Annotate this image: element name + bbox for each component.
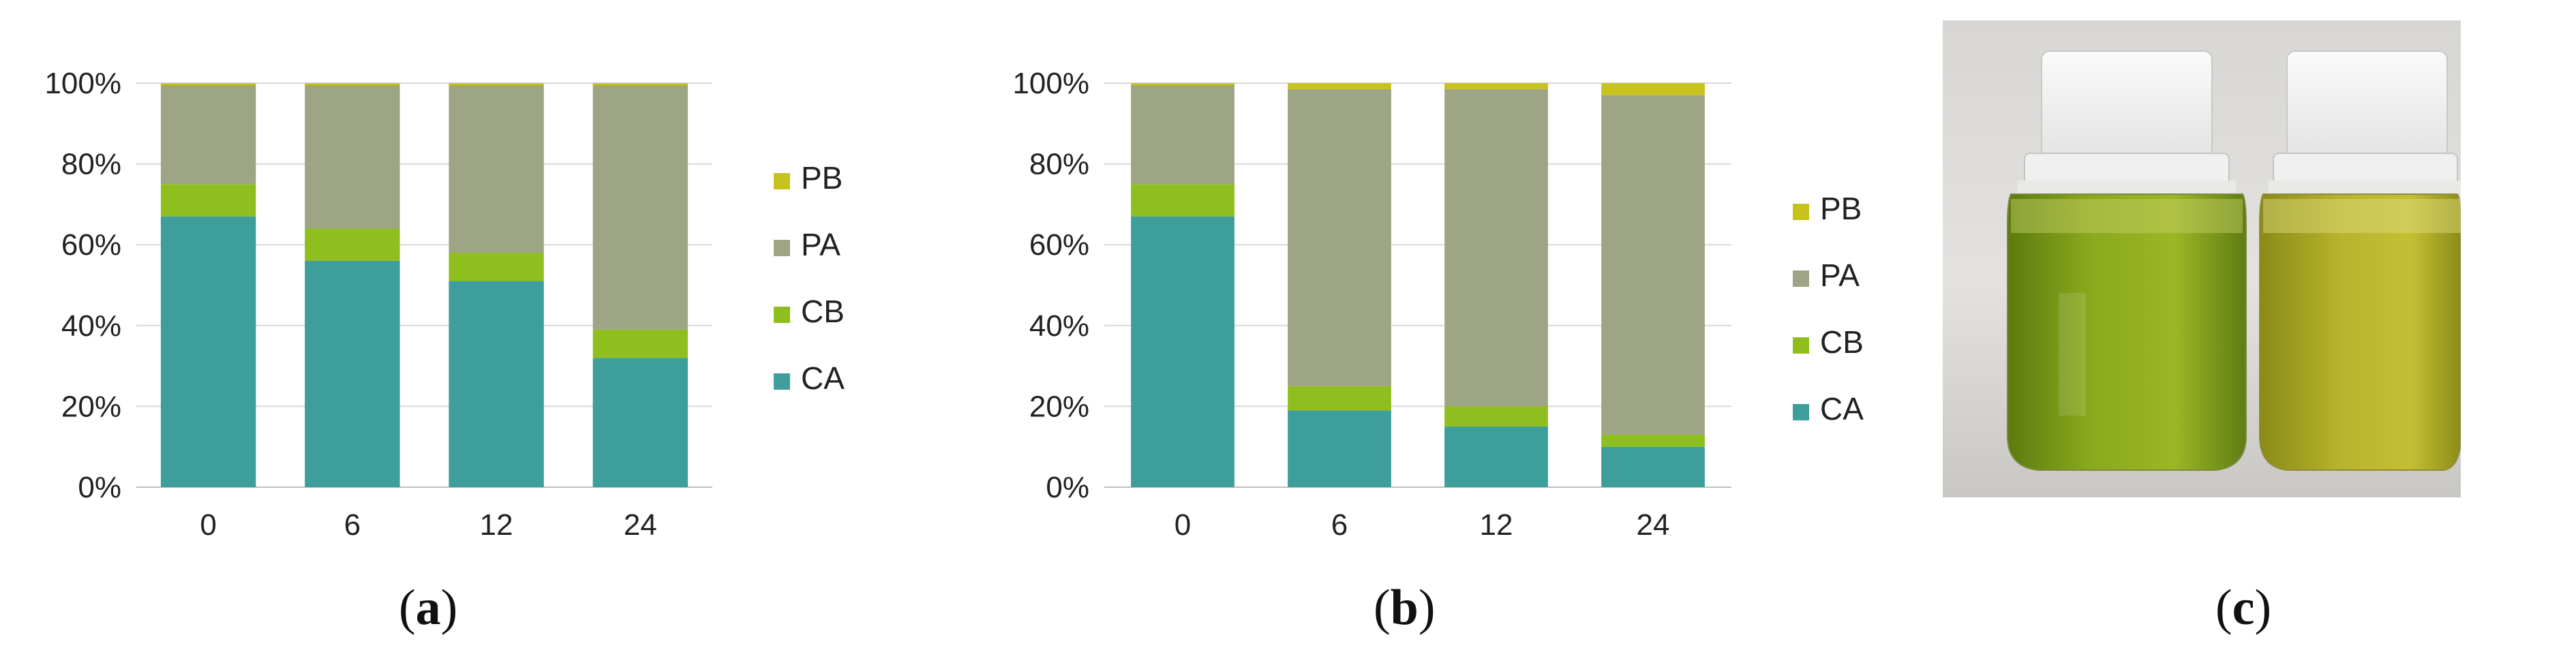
legend-swatch-b-CB (1793, 337, 1809, 354)
bar-segment-a-PA-0 (160, 84, 256, 185)
caption-c: (c) (2215, 580, 2272, 636)
ytick-label-b-5: 100% (1012, 67, 1089, 100)
ytick-label-a-2: 40% (61, 309, 121, 343)
bar-segment-a-CA-0 (160, 216, 256, 487)
chart-b: 0% 20% 40% 60% 80% 100% 0 6 12 24 PB PA CB CA (968, 0, 1922, 545)
bar-segment-b-PB-6 (1288, 83, 1391, 89)
bar-segment-a-PA-24 (592, 84, 688, 330)
legend-swatch-b-PA (1793, 270, 1809, 287)
right-jar (2259, 50, 2463, 471)
caption-a-letter: a (415, 580, 441, 636)
bar-segment-a-PA-6 (305, 84, 400, 229)
legend-label-a-CA: CA (801, 360, 845, 396)
xtick-label-b-24: 24 (1637, 508, 1670, 542)
ytick-label-a-5: 100% (44, 67, 121, 100)
bar-segment-b-PA-6 (1288, 89, 1391, 386)
ytick-label-b-4: 80% (1029, 148, 1089, 181)
bar-segment-b-CB-6 (1288, 386, 1391, 411)
ytick-label-b-1: 20% (1029, 390, 1089, 423)
bar-segment-a-CB-24 (592, 329, 688, 358)
bar-segment-a-CA-12 (449, 281, 544, 487)
xtick-label-a-0: 0 (200, 508, 216, 542)
bar-segment-b-PB-0 (1131, 83, 1234, 85)
legend-swatch-a-PB (774, 173, 790, 189)
bar-segment-b-CA-6 (1288, 410, 1391, 487)
legend-label-a-PB: PB (801, 160, 843, 196)
bar-segment-a-PB-12 (449, 83, 544, 85)
bar-segment-a-PB-0 (160, 83, 256, 85)
chart-b-svg: 0% 20% 40% 60% 80% 100% 0 6 12 24 PB PA CB CA (1012, 67, 1864, 542)
bar-segment-b-PA-0 (1131, 84, 1234, 185)
legend-label-a-CB: CB (801, 294, 845, 329)
bar-segment-b-CA-12 (1444, 427, 1548, 487)
legend-label-b-CB: CB (1820, 324, 1864, 360)
legend-label-b-PB: PB (1820, 191, 1862, 226)
ytick-label-a-4: 80% (61, 148, 121, 181)
legend-swatch-a-CA (774, 373, 790, 390)
ytick-label-a-1: 20% (61, 390, 121, 423)
legend-label-a-PA: PA (801, 227, 840, 262)
bar-segment-a-PB-6 (305, 83, 400, 85)
left-jar (2007, 50, 2247, 471)
bar-segment-a-CA-6 (305, 260, 400, 487)
jars-photo-image (1943, 20, 2463, 497)
bar-segment-b-PB-24 (1601, 83, 1705, 95)
xtick-label-a-6: 6 (344, 508, 361, 542)
legend-label-b-PA: PA (1820, 258, 1860, 293)
caption-a: (a) (399, 580, 458, 636)
bar-segment-b-CA-24 (1601, 446, 1705, 487)
legend-label-b-CA: CA (1820, 391, 1864, 427)
bar-segment-b-CB-0 (1131, 184, 1234, 217)
legend-swatch-a-PA (774, 240, 790, 256)
ytick-label-b-0: 0% (1046, 471, 1089, 504)
xtick-label-b-6: 6 (1331, 508, 1348, 542)
bar-segment-b-CA-0 (1131, 216, 1234, 487)
legend-swatch-b-CA (1793, 404, 1809, 420)
bar-segment-a-CB-0 (160, 184, 256, 217)
bar-segment-b-PB-12 (1444, 83, 1548, 89)
ytick-label-a-3: 60% (61, 228, 121, 262)
bar-segment-b-CB-24 (1601, 434, 1705, 447)
legend-swatch-a-CB (774, 307, 790, 323)
bar-segment-b-PA-12 (1444, 89, 1548, 407)
legend-swatch-b-PB (1793, 204, 1809, 220)
xtick-label-a-12: 12 (480, 508, 513, 542)
bar-segment-a-PA-12 (449, 84, 544, 253)
caption-b: (b) (1374, 580, 1436, 636)
ytick-label-b-2: 40% (1029, 309, 1089, 343)
bar-segment-a-CB-6 (305, 228, 400, 261)
bar-segment-a-CB-12 (449, 253, 544, 281)
photo-jars (1943, 20, 2463, 497)
caption-b-letter: b (1390, 580, 1419, 636)
ytick-label-a-0: 0% (78, 471, 121, 504)
bar-segment-b-CB-12 (1444, 406, 1548, 427)
chart-a-svg: 0% 20% 40% 60% 80% 100% 0 6 12 24 PB PA CB CA (44, 67, 845, 542)
chart-a: 0% 20% 40% 60% 80% 100% 0 6 12 24 PB PA CB CA (0, 0, 907, 545)
xtick-label-a-24: 24 (624, 508, 657, 542)
bar-segment-a-PB-24 (592, 83, 688, 85)
xtick-label-b-0: 0 (1175, 508, 1191, 542)
ytick-label-b-3: 60% (1029, 228, 1089, 262)
bar-segment-a-CA-24 (592, 358, 688, 487)
bar-segment-b-PA-24 (1601, 95, 1705, 435)
xtick-label-b-12: 12 (1480, 508, 1513, 542)
caption-c-letter: c (2232, 580, 2255, 636)
